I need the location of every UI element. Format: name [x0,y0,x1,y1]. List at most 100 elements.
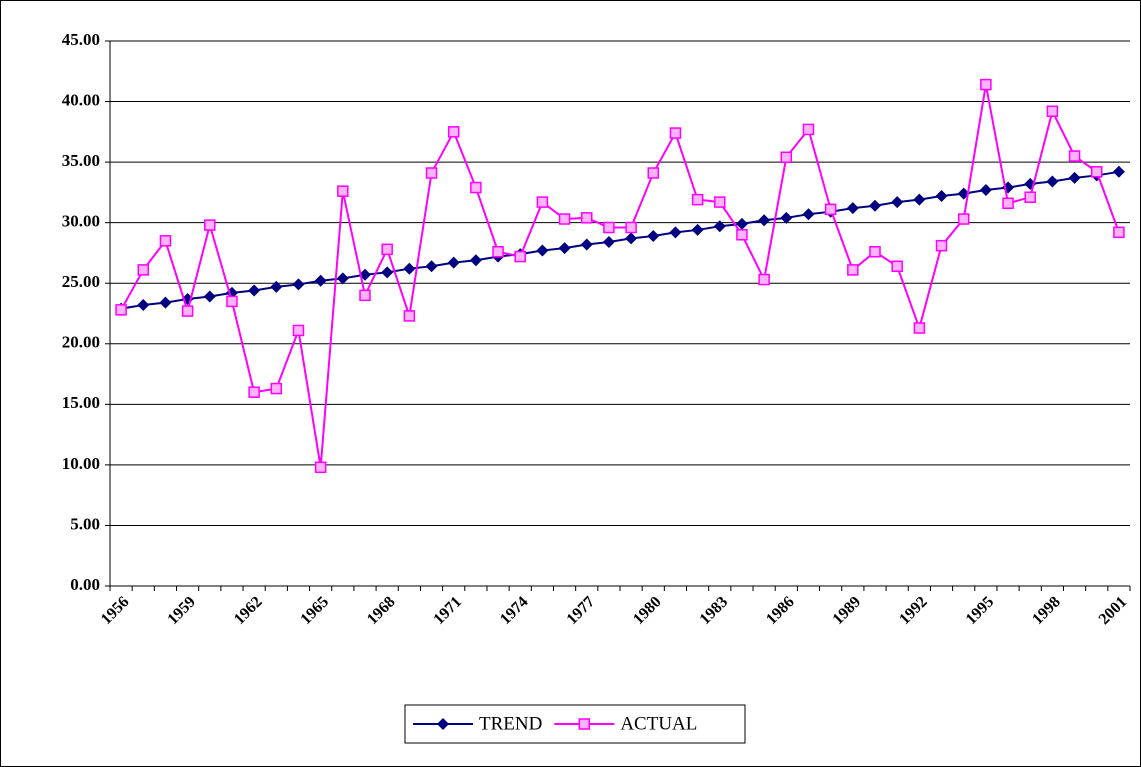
point [647,229,660,242]
legend-label: ACTUAL [620,713,697,734]
point [846,202,859,215]
y-tick-label: 40.00 [62,90,100,109]
point [1068,150,1081,162]
point [181,305,194,317]
point [314,274,327,287]
point [115,304,127,316]
point [780,151,793,164]
point [314,461,327,474]
point [780,211,793,224]
point [159,235,172,247]
point [957,213,970,225]
point [536,244,549,257]
point [203,290,216,303]
point [536,196,549,208]
y-tick-label: 45.00 [62,30,100,49]
point [758,214,771,227]
point [824,203,837,216]
y-tick-label: 30.00 [62,212,100,231]
point [913,193,926,206]
point [270,280,283,293]
series-line [120,84,1120,468]
point [913,322,926,334]
point [558,213,571,225]
point [425,260,438,273]
y-tick-label: 20.00 [62,333,100,352]
point [578,718,591,730]
point [1002,197,1014,210]
point [1113,226,1125,239]
point [381,266,394,279]
point [336,272,349,285]
legend-label: TREND [479,713,542,734]
point [713,220,726,233]
point [514,250,526,263]
point [691,223,704,236]
point [159,296,172,309]
point [137,299,150,312]
point [869,199,881,212]
point [469,254,482,267]
point [847,264,859,276]
point [492,245,504,258]
y-tick-label: 5.00 [70,514,100,533]
point [602,236,615,249]
point [137,264,150,276]
point [248,284,261,297]
point [647,167,660,179]
y-tick-label: 0.00 [70,575,100,594]
point [1046,105,1059,117]
point [403,262,416,275]
point [735,217,748,230]
y-tick-label: 10.00 [62,454,100,473]
point [736,229,748,241]
point [248,386,260,398]
point [979,183,992,196]
point [1112,165,1125,178]
point [891,260,903,273]
point [226,295,238,308]
point [337,185,349,197]
y-tick-label: 25.00 [62,272,100,291]
y-tick-label: 35.00 [62,151,100,170]
point [425,167,438,179]
point [447,126,460,138]
point [437,718,449,730]
point [359,289,371,302]
point [935,190,948,203]
point [470,181,482,194]
point [270,382,283,395]
y-tick-label: 15.00 [62,393,100,412]
point [891,196,904,209]
point [869,245,881,258]
point [603,221,615,234]
point [714,196,726,208]
point [669,127,682,139]
point [558,242,571,255]
point [403,310,416,322]
point [758,273,770,286]
series [115,78,1125,474]
point [802,123,815,136]
point [381,243,393,256]
point [1090,166,1103,178]
point [669,226,682,239]
point [691,193,704,206]
point [625,221,637,234]
point [1046,175,1059,188]
point [447,256,460,269]
point [1068,171,1081,184]
point [935,239,948,252]
point [1024,191,1036,203]
point [802,208,815,221]
point [580,238,593,251]
point [204,219,216,231]
point [580,212,593,224]
point [292,278,305,291]
point [292,324,305,337]
point [625,232,638,245]
point [980,78,992,91]
series-line [120,170,1120,310]
